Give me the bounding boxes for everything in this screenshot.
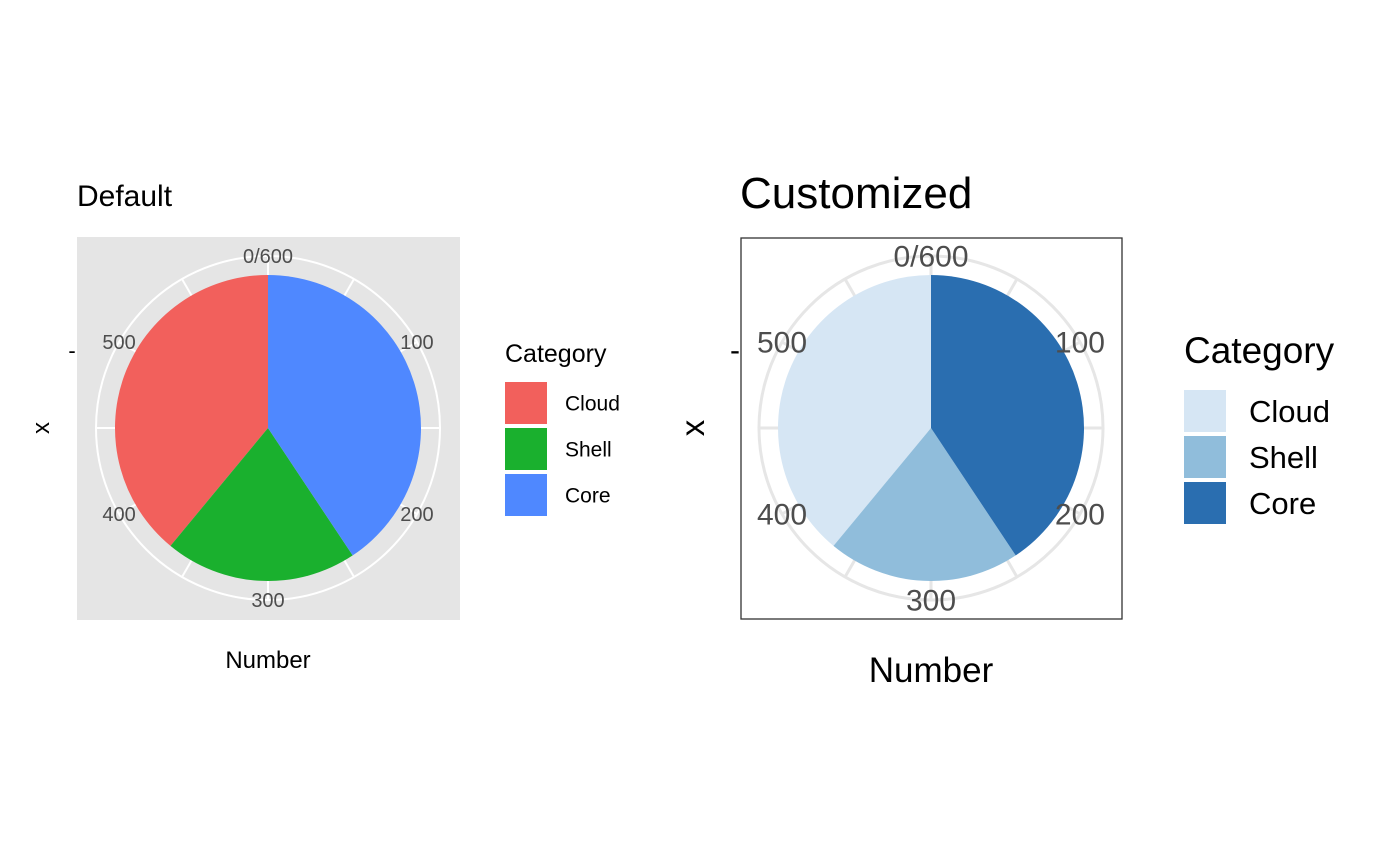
y-axis-title: x xyxy=(28,422,55,434)
legend-label: Cloud xyxy=(565,393,620,416)
pie-chart-customized: Customized 0/600 100 200 300 400 500 Number x… xyxy=(674,169,1335,690)
legend-label: Core xyxy=(565,485,611,508)
angle-tick-label: 0/600 xyxy=(243,246,293,268)
pie-slice-shell xyxy=(170,428,353,582)
angle-tick-labels: 0/600 100 200 300 400 500 xyxy=(757,241,1105,618)
legend-label: Cloud xyxy=(1249,394,1330,429)
angle-tick-label: 100 xyxy=(400,332,433,354)
legend-key-cloud xyxy=(1184,390,1226,432)
pie-slice-cloud xyxy=(114,275,268,546)
angle-tick-label: 100 xyxy=(1055,327,1105,360)
legend-label: Shell xyxy=(1249,440,1318,475)
legend-items: Cloud Shell Core xyxy=(1184,390,1330,524)
legend-key-shell xyxy=(1184,436,1226,478)
angle-tick-label: 400 xyxy=(102,504,135,526)
x-axis-title: Number xyxy=(225,647,310,674)
angle-tick-label: 400 xyxy=(757,499,807,532)
x-axis-title: Number xyxy=(869,651,994,690)
legend-key-shell xyxy=(505,428,547,470)
y-axis-title: x xyxy=(674,419,711,436)
angle-tick-label: 200 xyxy=(400,504,433,526)
legend-title: Category xyxy=(505,340,607,368)
legend-key-core xyxy=(1184,482,1226,524)
legend-items: Cloud Shell Core xyxy=(505,382,620,516)
legend-key-core xyxy=(505,474,547,516)
angle-tick-label: 300 xyxy=(906,585,956,618)
pie-slices xyxy=(777,275,1084,582)
chart-title: Default xyxy=(77,180,173,213)
y-tick-label: - xyxy=(730,334,740,367)
pie-slices xyxy=(114,275,421,582)
angle-tick-label: 0/600 xyxy=(893,241,968,274)
angle-tick-label: 300 xyxy=(251,590,284,612)
angle-tick-labels: 0/600 100 200 300 400 500 xyxy=(102,246,433,612)
legend-key-cloud xyxy=(505,382,547,424)
angle-tick-label: 200 xyxy=(1055,499,1105,532)
chart-title: Customized xyxy=(740,169,972,218)
legend-label: Shell xyxy=(565,439,612,462)
pie-slice-cloud xyxy=(777,275,931,546)
y-tick-label: - xyxy=(68,338,75,363)
pie-slice-shell xyxy=(833,428,1016,582)
pie-slice-core xyxy=(931,275,1084,556)
legend-title: Category xyxy=(1184,330,1335,371)
angle-tick-label: 500 xyxy=(102,332,135,354)
legend: Category Cloud Shell Core xyxy=(1184,330,1335,524)
pie-slice-core xyxy=(268,275,421,556)
legend-label: Core xyxy=(1249,486,1316,521)
angle-tick-label: 500 xyxy=(757,327,807,360)
legend: Category Cloud Shell Core xyxy=(505,340,620,516)
